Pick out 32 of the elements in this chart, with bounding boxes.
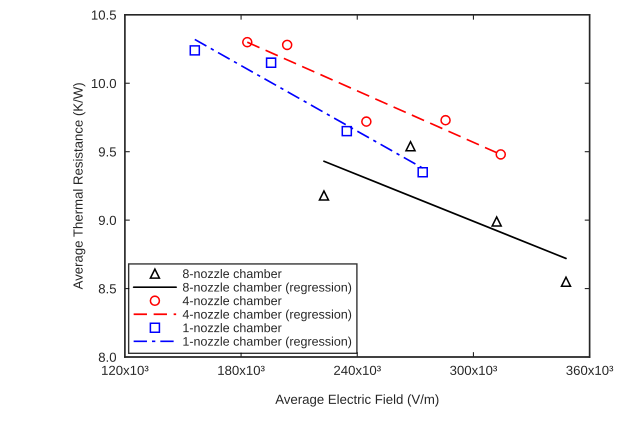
point [342, 126, 352, 136]
point [560, 276, 572, 288]
x-tick-label: 180x10³ [218, 366, 265, 376]
x-tick-label: 300x10³ [450, 366, 498, 376]
point [242, 36, 253, 48]
x-axis-title: Average Electric Field (V/m) [275, 394, 438, 407]
point [190, 45, 200, 56]
point [440, 114, 451, 126]
y-axis-title: Average Thermal Resistance (K/W) [73, 83, 86, 290]
legend-label: 1-nozzle chamber [183, 323, 282, 332]
point [491, 216, 502, 227]
x-tick-label: 240x10³ [334, 366, 381, 376]
x-tick-label: 360x10³ [566, 366, 614, 376]
legend-label: 8-nozzle chamber (regression) [182, 282, 352, 294]
point [417, 166, 428, 178]
point [282, 40, 292, 50]
point [266, 57, 276, 68]
y-tick-label: 9.0 [98, 216, 116, 226]
legend-label: 4-nozzle chamber (regression) [182, 310, 352, 322]
point [318, 190, 330, 201]
point [361, 116, 372, 127]
legend-label: 1-nozzle chamber (regression) [183, 336, 352, 348]
y-tick-label: 8.0 [98, 352, 116, 362]
point [495, 149, 506, 160]
x-tick-label: 120x10³ [102, 366, 148, 376]
y-tick-label: 8.5 [98, 284, 116, 294]
point [405, 140, 416, 152]
y-tick-label: 9.5 [98, 147, 116, 157]
legend-label: 8-nozzle chamber [182, 268, 282, 278]
legend-label: 4-nozzle chamber [182, 296, 282, 306]
y-tick-label: 10.5 [92, 10, 116, 20]
y-tick-label: 10.0 [92, 78, 116, 88]
